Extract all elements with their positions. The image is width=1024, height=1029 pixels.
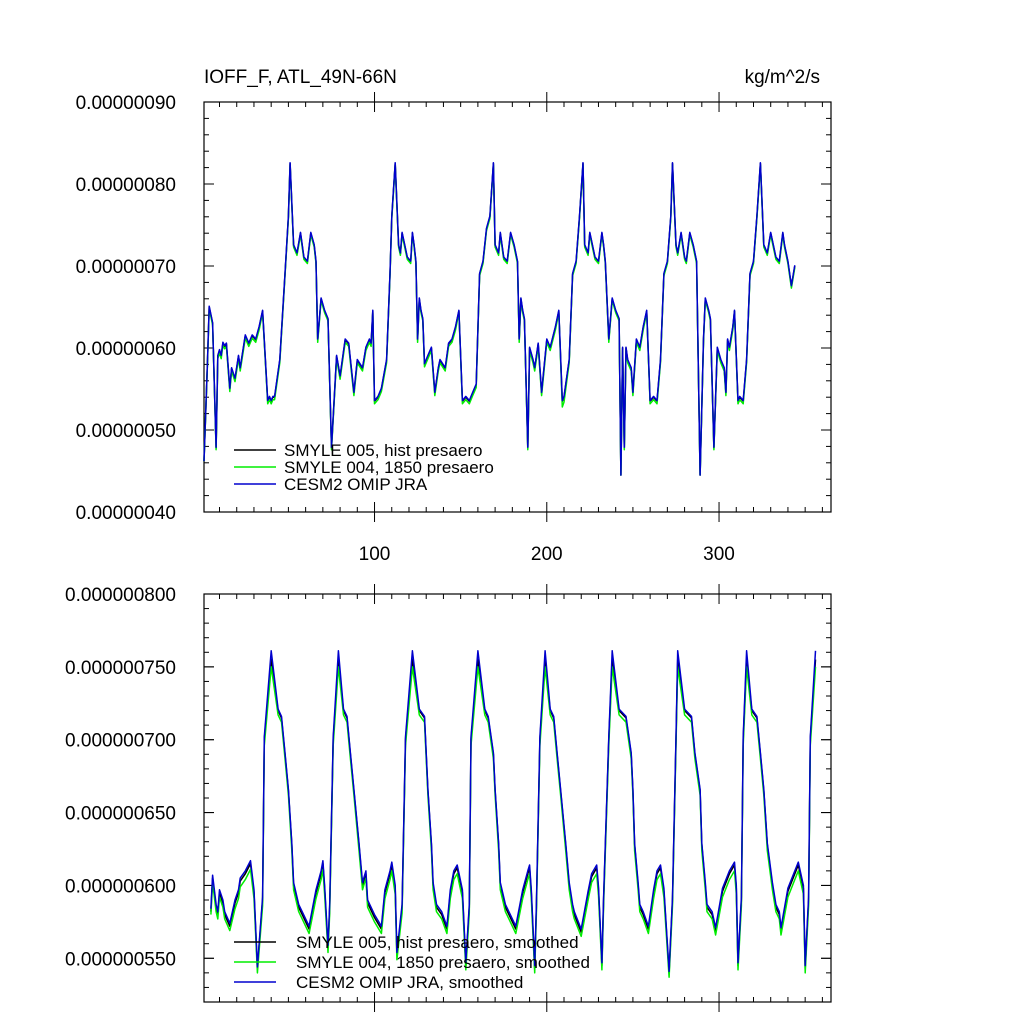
series-line-1: [210, 666, 817, 978]
series-line-2: [210, 650, 817, 973]
top-panel-lines: [203, 161, 796, 476]
y-tick-label: 0.00000040: [76, 503, 176, 524]
y-tick-label: 0.000000600: [65, 876, 176, 897]
y-tick-label: 0.00000070: [76, 257, 176, 278]
y-tick-label: 0.000000550: [65, 949, 176, 970]
series-line-0: [210, 658, 817, 974]
y-tick-label: 0.000000650: [65, 804, 176, 825]
x-tick-label: 300: [703, 544, 735, 565]
series-line-2: [203, 161, 796, 476]
y-tick-label: 0.00000050: [76, 421, 176, 442]
top-panel-frame: [203, 101, 832, 513]
legend-label: SMYLE 004, 1850 presaero, smoothed: [296, 953, 590, 972]
y-tick-label: 0.00000060: [76, 339, 176, 360]
y-tick-label: 0.00000080: [76, 175, 176, 196]
x-tick-label: 200: [531, 544, 563, 565]
y-tick-label: 0.000000700: [65, 731, 176, 752]
bottom-panel-x-ticks: [219, 584, 823, 1012]
top-panel-units: kg/m^2/s: [745, 67, 820, 88]
y-tick-label: 0.000000750: [65, 658, 176, 679]
bottom-panel-legend: SMYLE 005, hist presaero, smoothedSMYLE …: [234, 933, 590, 992]
bottom-panel: 0.000000550 0.000000600 0.000000650 0.00000…: [65, 584, 832, 1012]
legend-label: SMYLE 004, 1850 presaero: [284, 458, 494, 477]
legend-label: SMYLE 005, hist presaero: [284, 441, 482, 460]
top-panel-x-ticks: 100 200 300: [219, 92, 823, 565]
x-tick-label: 100: [359, 544, 391, 565]
legend-label: CESM2 OMIP JRA: [284, 475, 428, 494]
top-panel-y-ticks: 0.00000040 0.00000050 0.00000060 0.00000070…: [76, 93, 831, 524]
y-tick-label: 0.000000800: [65, 585, 176, 606]
bottom-panel-lines: [210, 650, 817, 978]
top-panel: IOFF_F, ATL_49N-66N kg/m^2/s 0.000000400…: [76, 67, 832, 565]
bottom-panel-y-ticks: 0.000000550 0.000000600 0.000000650 0.00000…: [65, 585, 831, 1003]
legend-label: SMYLE 005, hist presaero, smoothed: [296, 933, 579, 952]
legend-label: CESM2 OMIP JRA, smoothed: [296, 973, 523, 992]
y-tick-label: 0.00000090: [76, 93, 176, 114]
top-panel-title: IOFF_F, ATL_49N-66N: [204, 67, 397, 88]
